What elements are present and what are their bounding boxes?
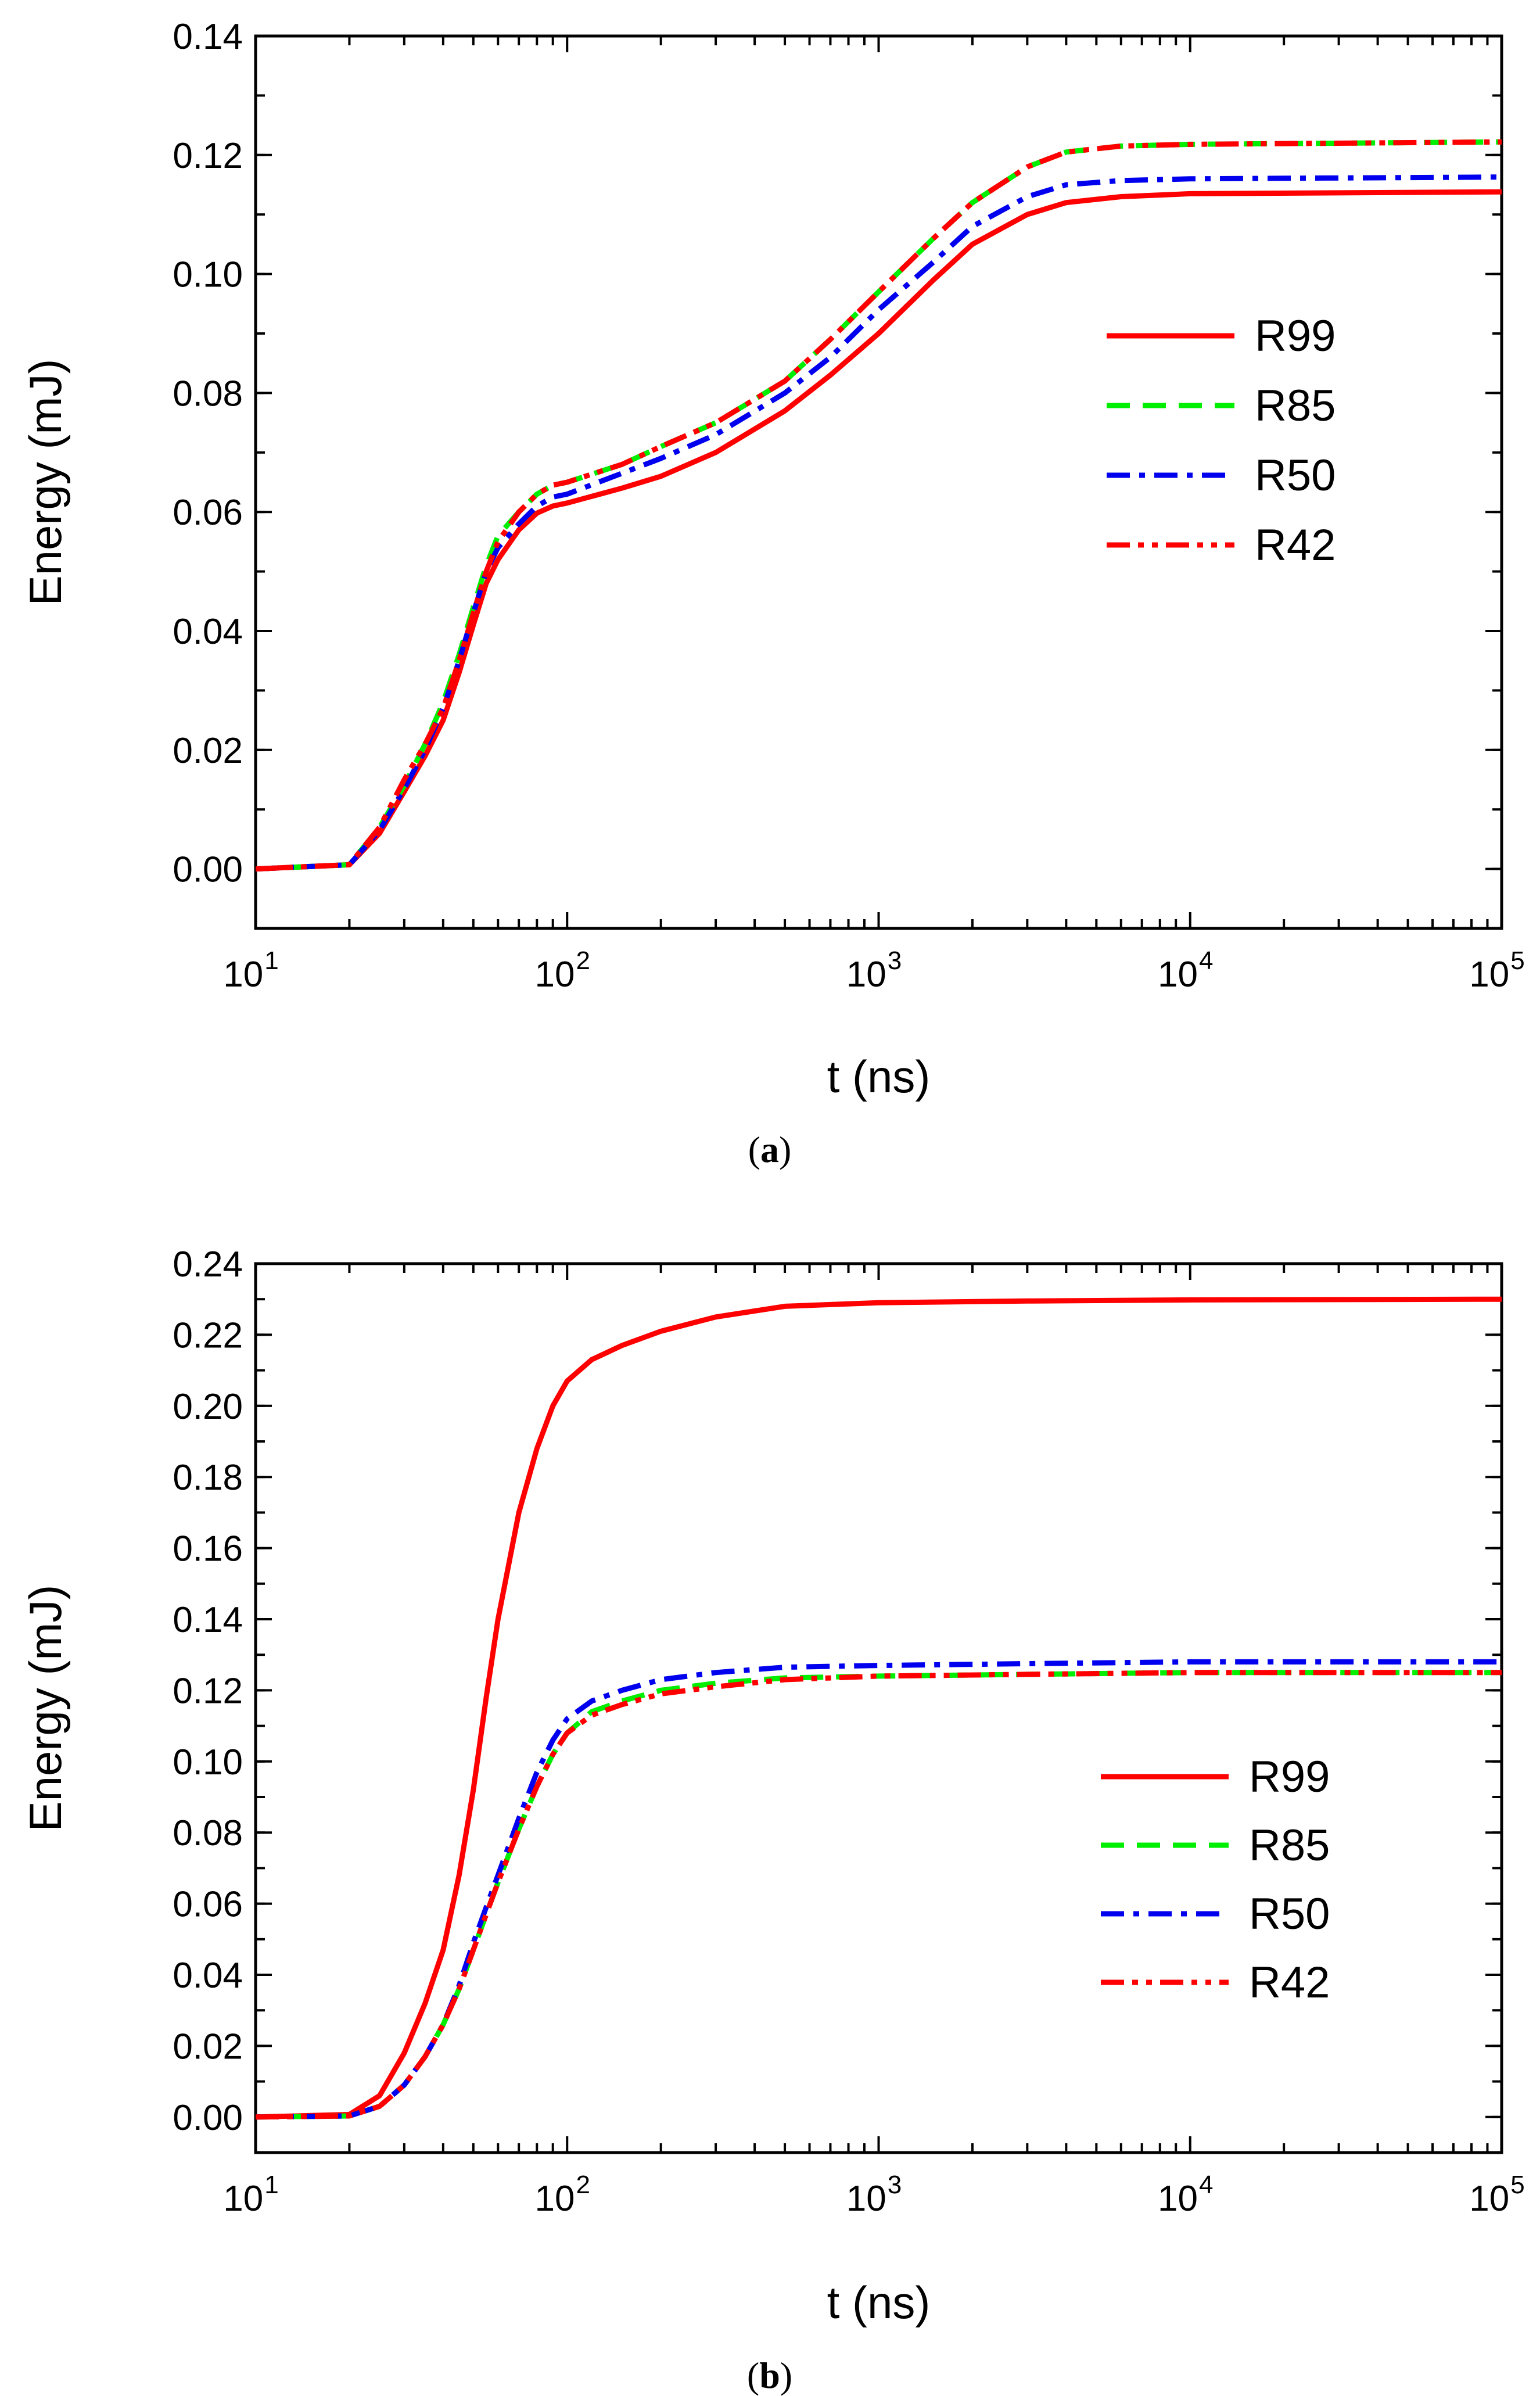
x-tick-label: 101 (223, 2171, 278, 2219)
panel-b: 101 102 103 104 105 0.00 0.02 0.04 0.06 0.08 0.10 0… (20, 1244, 1525, 2396)
legend-label-r50: R50 (1255, 451, 1336, 500)
y-tick-label: 0.06 (173, 493, 243, 533)
x-tick-label: 104 (1158, 946, 1213, 995)
x-tick-label: 102 (535, 2171, 590, 2219)
legend-label-r85: R85 (1249, 1821, 1330, 1870)
legend-label-r42: R42 (1255, 521, 1336, 570)
x-tick-label: 103 (846, 2171, 902, 2219)
legend-label-r99: R99 (1249, 1752, 1330, 1802)
y-tick-label: 0.08 (173, 374, 243, 414)
y-tick-label: 0.12 (173, 136, 243, 176)
panel-caption: (b) (747, 2355, 792, 2396)
x-tick-label: 101 (223, 946, 278, 995)
series-line-r85 (256, 139, 1502, 872)
series-line-r42 (256, 1670, 1502, 2120)
y-tick-label: 0.18 (173, 1458, 243, 1498)
y-tick-label: 0.14 (173, 17, 243, 57)
panel-caption: (a) (748, 1129, 792, 1170)
legend-label-r85: R85 (1255, 381, 1336, 431)
legend-label-r99: R99 (1255, 311, 1336, 361)
x-tick-label: 105 (1469, 946, 1524, 995)
y-tick-label: 0.14 (173, 1600, 243, 1640)
x-axis-label: t (ns) (827, 1051, 931, 1102)
legend-label-r50: R50 (1249, 1889, 1330, 1939)
y-tick-label: 0.16 (173, 1529, 243, 1569)
y-tick-label: 0.06 (173, 1885, 243, 1925)
y-tick-label: 0.12 (173, 1671, 243, 1711)
x-axis-label: t (ns) (827, 2277, 931, 2328)
series-line-r42 (256, 139, 1502, 872)
y-axis-label: Energy (mJ) (20, 359, 71, 606)
x-tick-label: 103 (846, 946, 902, 995)
y-tick-label: 0.02 (173, 731, 243, 771)
x-tick-label: 105 (1469, 2171, 1524, 2219)
y-tick-label: 0.20 (173, 1387, 243, 1427)
x-tick-label: 104 (1158, 2171, 1213, 2219)
y-tick-label: 0.02 (173, 2026, 243, 2067)
series-line-r99 (256, 1296, 1502, 2120)
plot-frame (254, 1262, 1503, 2154)
y-tick-label: 0.10 (173, 255, 243, 295)
x-tick-label: 102 (535, 946, 590, 995)
y-tick-label: 0.24 (173, 1244, 243, 1285)
y-tick-label: 0.10 (173, 1742, 243, 1782)
y-tick-label: 0.22 (173, 1315, 243, 1355)
series-line-r50 (256, 1659, 1502, 2120)
y-tick-label: 0.00 (173, 850, 243, 890)
y-tick-label: 0.00 (173, 2098, 243, 2138)
panel-a: 101 102 103 104 105 0.00 0.02 0.04 0.06 0.08 0.10 0… (20, 17, 1525, 1170)
y-tick-label: 0.08 (173, 1813, 243, 1853)
y-tick-label: 0.04 (173, 612, 243, 652)
legend-label-r42: R42 (1249, 1958, 1330, 2007)
series-line-r99 (256, 189, 1502, 872)
y-tick-label: 0.04 (173, 1956, 243, 1996)
y-axis-label: Energy (mJ) (20, 1585, 71, 1832)
